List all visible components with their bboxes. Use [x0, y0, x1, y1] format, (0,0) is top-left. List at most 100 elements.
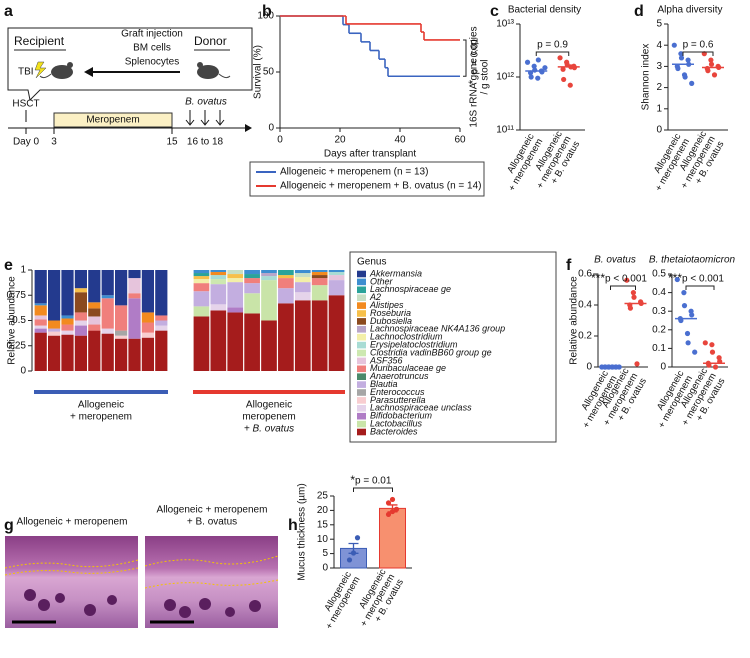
data-point [560, 66, 566, 72]
legend-swatch [357, 420, 366, 428]
bar-segment [61, 315, 74, 319]
bar-segment [74, 312, 87, 321]
panel-label: a [4, 3, 13, 20]
data-point [674, 276, 680, 283]
bar-segment [227, 312, 244, 371]
data-point [675, 65, 681, 72]
bar-segment [328, 272, 345, 276]
legend-swatch [357, 428, 366, 436]
data-point [671, 42, 677, 48]
legend-label: Allogeneic + meropenem + B. ovatus (n = … [280, 181, 482, 192]
bar-segment [34, 319, 47, 326]
bar-segment [294, 270, 311, 274]
legend-swatch [357, 349, 366, 357]
significance-bracket [682, 51, 714, 56]
y-tick-label: 0.1 [652, 343, 666, 354]
y-axis-label: Mucus thickness (µm) [297, 483, 308, 580]
bar-segment [141, 312, 154, 323]
data-point [535, 57, 541, 63]
p-value: p < 0.001 [682, 274, 724, 285]
y-tick-label: 5 [322, 548, 328, 559]
bar-segment [294, 273, 311, 278]
legend-swatch [357, 270, 366, 278]
bar-segment [311, 272, 328, 276]
bar-segment [227, 278, 244, 283]
panel-label: f [566, 257, 572, 274]
data-point [350, 550, 357, 556]
data-point [708, 61, 715, 67]
bar-segment [128, 278, 141, 294]
y-tick-label: 0.25 [7, 340, 27, 351]
data-point [539, 69, 545, 75]
legend-label: Lachnospiraceae unclass [370, 403, 472, 413]
y-tick-label: 20 [317, 505, 329, 516]
bar-segment [128, 338, 141, 371]
y-tick-label: 10 [317, 534, 329, 545]
y-tick-label: 50 [263, 67, 275, 78]
legend-label: Parasutterella [370, 395, 426, 405]
tbi-label: TBI [18, 67, 34, 78]
bar-segment [155, 330, 168, 371]
chart-title: B. thetaiotaomicron [649, 255, 736, 266]
legend-label: Enterococcus [370, 387, 425, 397]
recipient-label: Recipient [14, 34, 65, 48]
data-point [711, 72, 718, 78]
y-tick-label: 1 [20, 265, 26, 276]
bar-segment [61, 330, 74, 335]
legend-label: Akkermansia [369, 268, 422, 278]
bar-segment [74, 292, 87, 313]
bar-segment [278, 288, 294, 304]
bar-segment [244, 274, 260, 279]
bar-segment [88, 308, 101, 317]
bar-segment [88, 302, 101, 309]
donor-label: Donor [194, 34, 227, 48]
data-point [692, 349, 698, 355]
bar-segment [128, 270, 141, 279]
y-tick-label: 0.5 [12, 315, 26, 326]
panel-label: c [490, 3, 499, 20]
legend-label: Lactobacillus [370, 418, 423, 428]
schematic-box [7, 27, 253, 102]
bm-label: BM cells [133, 43, 171, 54]
bar-segment [227, 274, 244, 279]
data-point [705, 68, 711, 74]
x-tick-label: 0 [277, 135, 283, 146]
data-point [624, 277, 630, 283]
data-point [709, 342, 715, 348]
mouse-icon [197, 62, 231, 79]
y-tick-label: 0.5 [652, 269, 666, 280]
data-point [684, 330, 691, 337]
x-tick-label: 20 [334, 135, 346, 146]
bar-segment [328, 295, 345, 371]
bar-segment [244, 283, 260, 294]
day-label: 15 [166, 137, 178, 148]
bar-segment [294, 300, 311, 371]
bar-segment [210, 270, 227, 273]
legend-label: Allogeneic + meropenem (n = 13) [280, 167, 428, 178]
data-point [354, 535, 361, 541]
y-tick-label: 0.75 [7, 290, 27, 301]
legend-label: Lachnospiraceae NK4A136 group [370, 324, 505, 334]
bar-segment [193, 306, 210, 317]
legend-label: Dubosiella [370, 316, 412, 326]
bar-segment [193, 270, 210, 274]
data-point [685, 57, 691, 63]
data-point [531, 63, 537, 69]
y-tick-label: 0.4 [652, 287, 666, 298]
legend-label: Erysipelatoclostridium [370, 339, 458, 349]
arrow-head [84, 67, 93, 77]
bar-segment [48, 328, 61, 332]
bar-segment [74, 270, 87, 289]
data-point [561, 76, 567, 83]
bar-segment [61, 334, 74, 371]
legend-swatch [357, 278, 366, 286]
bar-segment [328, 275, 345, 281]
bar-segment [261, 273, 277, 277]
y-tick-label: 10¹¹ [496, 125, 514, 136]
bar-segment [128, 293, 141, 299]
significance-bracket [535, 51, 570, 56]
bar-segment [88, 270, 101, 303]
bar-segment [261, 280, 277, 321]
data-point [709, 349, 716, 355]
